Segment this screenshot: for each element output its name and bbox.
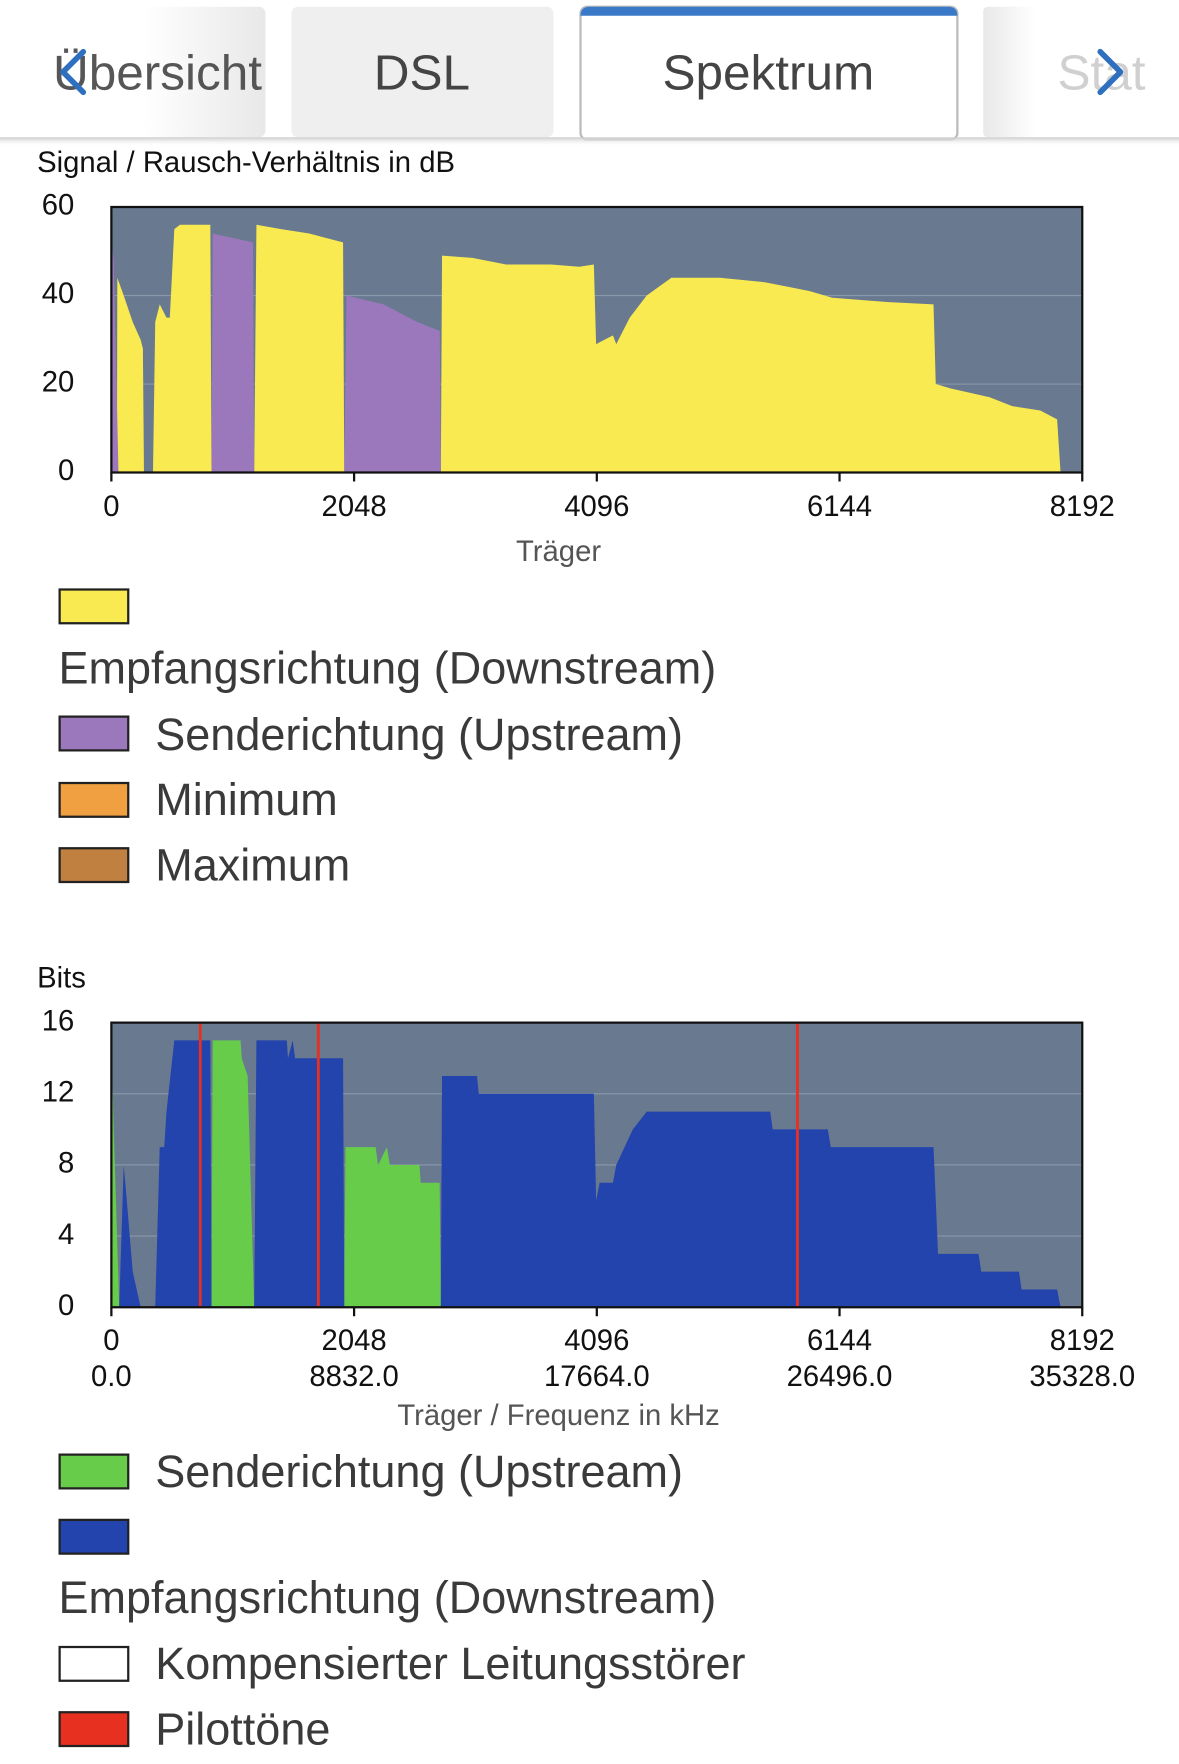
- y-tick-label: 60: [42, 190, 75, 222]
- x2-tick-label: 26496.0: [787, 1361, 893, 1393]
- y-tick-label: 0: [58, 1290, 74, 1322]
- legend-swatch: [58, 1518, 130, 1555]
- legend-swatch: [58, 847, 130, 884]
- area: [119, 1040, 1061, 1308]
- legend-label: Pilottöne: [155, 1703, 330, 1754]
- x-tick-label: 8192: [1050, 491, 1115, 523]
- x-tick-label: 4096: [564, 1325, 629, 1357]
- legend-label: Senderichtung (Upstream): [155, 709, 683, 760]
- legend-swatch: [58, 715, 130, 752]
- scroll-left[interactable]: [60, 48, 87, 96]
- y-tick-label: 4: [58, 1219, 74, 1251]
- x-tick-label: 8192: [1050, 1325, 1115, 1357]
- x2-tick-label: 8832.0: [309, 1361, 398, 1393]
- area: [116, 224, 1061, 473]
- legend-label: Maximum: [155, 839, 350, 890]
- legend-swatch: [58, 588, 130, 625]
- y-tick-label: 8: [58, 1148, 74, 1180]
- tab-bar: Übersicht DSL Spektrum Statistik: [0, 0, 1179, 147]
- legend-swatch: [58, 1711, 130, 1748]
- y-tick-label: 40: [42, 278, 75, 310]
- x-axis-label: Träger / Frequenz in kHz: [397, 1400, 719, 1432]
- y-tick-label: 12: [42, 1077, 75, 1109]
- y-tick-label: 16: [42, 1005, 75, 1037]
- x2-tick-label: 0.0: [91, 1361, 132, 1393]
- x2-tick-label: 17664.0: [544, 1361, 650, 1393]
- legend-swatch: [58, 1453, 130, 1490]
- chart-title: Signal / Rausch-Verhältnis in dB: [37, 147, 455, 179]
- x-tick-label: 6144: [807, 491, 872, 523]
- x-tick-label: 4096: [564, 491, 629, 523]
- x-axis-label: Träger: [516, 536, 601, 568]
- tab-label[interactable]: Spektrum: [662, 46, 874, 101]
- scroll-right[interactable]: [1097, 48, 1124, 96]
- area: [111, 1040, 441, 1308]
- y-tick-label: 0: [58, 455, 74, 487]
- chart-title: Bits: [37, 963, 86, 995]
- legend-label: Empfangsrichtung (Downstream): [59, 1572, 717, 1623]
- tab[interactable]: [983, 6, 1035, 138]
- tab-label[interactable]: DSL: [374, 46, 470, 101]
- x-tick-label: 6144: [807, 1325, 872, 1357]
- tab-label[interactable]: Übersicht: [53, 46, 262, 101]
- x-tick-label: 2048: [322, 491, 387, 523]
- legend-swatch: [58, 1645, 130, 1682]
- chart: Signal / Rausch-Verhältnis in dB 0 20 40 60 0…: [37, 147, 1115, 890]
- y-tick-label: 20: [42, 367, 75, 399]
- x-tick-label: 0: [103, 491, 119, 523]
- legend-label: Minimum: [155, 774, 338, 825]
- x-tick-label: 0: [103, 1325, 119, 1357]
- legend-label: Kompensierter Leitungsstörer: [155, 1638, 745, 1689]
- area: [111, 233, 441, 473]
- tab-bar-shadow: [0, 137, 1179, 147]
- tab[interactable]: [144, 6, 266, 138]
- x2-tick-label: 35328.0: [1029, 1361, 1135, 1393]
- legend-swatch: [58, 781, 130, 818]
- legend-label: Senderichtung (Upstream): [155, 1446, 683, 1497]
- tab[interactable]: [291, 6, 554, 138]
- chart: Bits 0 4 8 12 16 0 2048 4096 6144 8192 0.0 8832.0 176…: [37, 963, 1135, 1755]
- tab-active-indicator: [580, 6, 958, 16]
- legend-label: Empfangsrichtung (Downstream): [59, 643, 717, 694]
- x-tick-label: 2048: [322, 1325, 387, 1357]
